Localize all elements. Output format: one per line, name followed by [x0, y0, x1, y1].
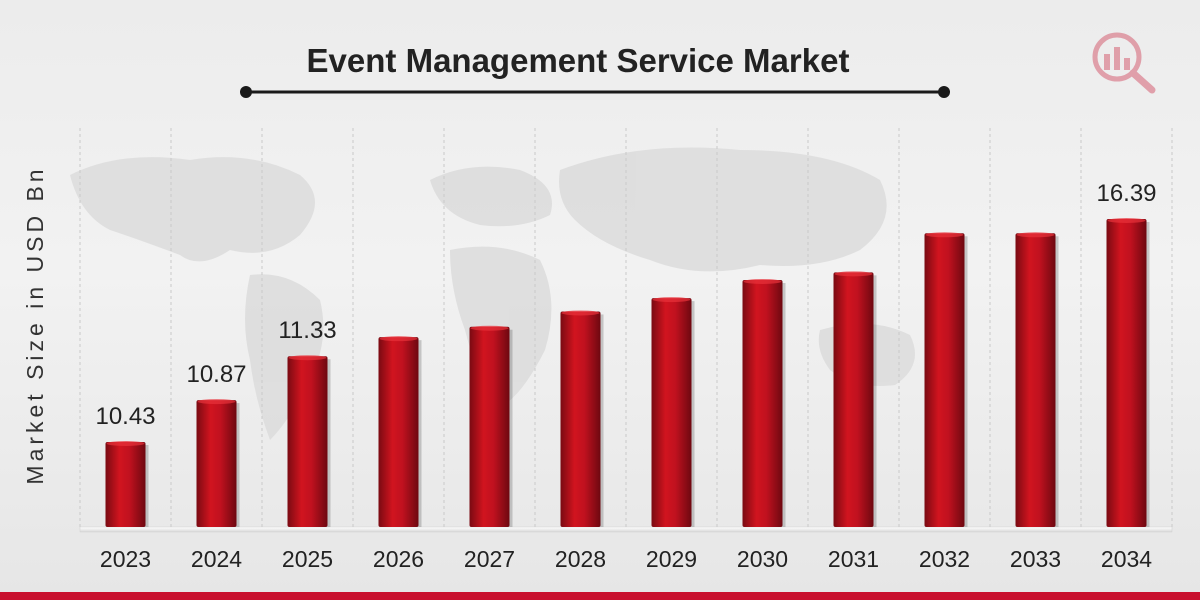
bar-body: [651, 298, 692, 527]
bar-body: [924, 233, 965, 528]
bar-cap: [834, 271, 873, 277]
bar: [742, 278, 786, 527]
x-tick-label: 2031: [828, 546, 879, 572]
data-label: 11.33: [278, 317, 336, 344]
data-label: 10.87: [186, 361, 246, 388]
bar: [1106, 218, 1150, 527]
bar-body: [196, 400, 237, 527]
bar: [833, 271, 877, 527]
bar: [378, 336, 422, 527]
x-axis-ticks: 2023 2024 2025 2026 2027 2028 2029 2030 2031 2032…: [100, 546, 1152, 572]
data-label: 16.39: [1096, 180, 1156, 207]
bar-cap: [470, 325, 509, 331]
baseline: [79, 526, 1173, 533]
bar: [196, 399, 240, 527]
x-tick-label: 2034: [1101, 546, 1152, 572]
data-label: 10.43: [95, 403, 155, 430]
bar: [1015, 232, 1059, 528]
x-tick-label: 2029: [646, 546, 697, 572]
grid-lines: [79, 128, 1173, 527]
bar-cap: [197, 399, 236, 405]
bar-body: [833, 272, 874, 527]
bar: [287, 355, 331, 527]
bar-cap: [561, 310, 600, 316]
bar: [469, 325, 513, 527]
x-tick-label: 2026: [373, 546, 424, 572]
bar-body: [1106, 219, 1147, 527]
x-tick-label: 2030: [737, 546, 788, 572]
bar-body: [287, 356, 328, 527]
x-tick-label: 2032: [919, 546, 970, 572]
x-tick-label: 2023: [100, 546, 151, 572]
market-research-logo-icon: [1092, 32, 1156, 94]
title-underline: [240, 86, 950, 98]
bar-body: [742, 279, 783, 527]
bar-body: [469, 326, 510, 527]
bottom-accent-bar: [0, 592, 1200, 600]
bar-cap: [379, 336, 418, 342]
bar: [560, 310, 604, 527]
bar-cap: [1016, 232, 1055, 238]
chart-title: Event Management Service Market: [307, 42, 850, 79]
y-axis-label: Market Size in USD Bn: [22, 165, 48, 484]
bar: [924, 232, 968, 528]
bar-body: [560, 311, 601, 527]
world-map-watermark: [70, 147, 915, 440]
x-tick-label: 2025: [282, 546, 333, 572]
bar-cap: [652, 297, 691, 303]
x-tick-label: 2033: [1010, 546, 1061, 572]
plot-baseline: [79, 526, 1173, 533]
bar-body: [378, 337, 419, 527]
bars: [105, 218, 1150, 528]
x-tick-label: 2027: [464, 546, 515, 572]
x-tick-label: 2028: [555, 546, 606, 572]
bar: [105, 441, 149, 527]
bar: [651, 297, 695, 527]
bar-body: [105, 442, 146, 527]
bar-cap: [106, 441, 145, 446]
x-tick-label: 2024: [191, 546, 242, 572]
bar-body: [1015, 233, 1056, 528]
bar-cap: [1107, 218, 1146, 223]
bar-cap: [288, 355, 327, 361]
data-labels: 10.43 10.87 11.33 16.39: [95, 180, 1156, 430]
bar-cap: [925, 232, 964, 238]
bar-cap: [743, 278, 782, 284]
